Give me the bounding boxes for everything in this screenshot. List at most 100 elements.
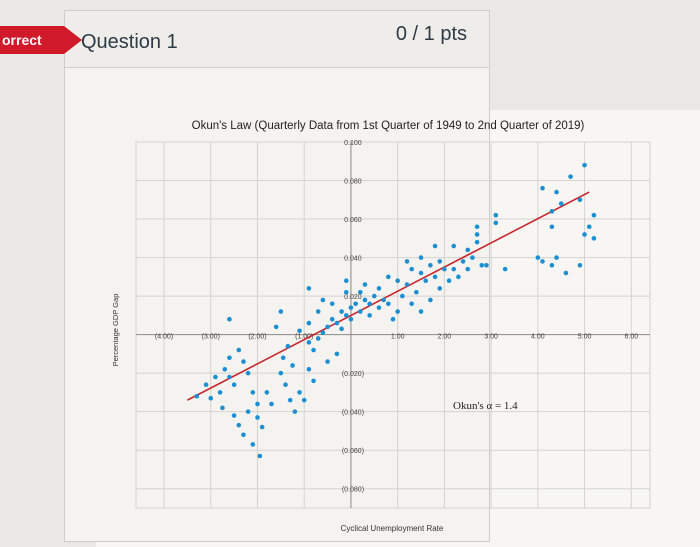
scatter-point — [287, 397, 293, 403]
scatter-point — [217, 390, 223, 395]
scatter-point — [577, 197, 583, 203]
okun-annotation: Okun's α = 1.4 — [453, 400, 518, 412]
scatter-point — [208, 395, 214, 401]
scatter-point — [386, 274, 391, 280]
scatter-point — [582, 232, 587, 237]
scatter-point — [203, 382, 209, 388]
y-tick-label: 0.060 — [344, 217, 362, 224]
scatter-point — [535, 255, 541, 260]
scatter-point — [470, 255, 475, 260]
scatter-point — [213, 374, 218, 380]
chart-axes — [136, 142, 650, 508]
incorrect-badge: orrect — [0, 26, 82, 54]
scatter-point — [236, 347, 242, 353]
scatter-point — [306, 367, 312, 372]
y-tick-label: (0.080) — [342, 487, 364, 494]
scatter-point — [386, 301, 391, 307]
plot-frame — [135, 141, 651, 509]
scatter-point — [297, 328, 302, 334]
scatter-point — [353, 301, 358, 307]
x-tick-label: (2.00) — [248, 334, 266, 341]
scatter-point — [241, 432, 246, 438]
scatter-point — [568, 174, 573, 179]
scatter-point — [554, 189, 559, 195]
scatter-point — [367, 313, 372, 318]
x-tick-label: 2.00 — [438, 334, 452, 341]
scatter-point — [549, 224, 555, 230]
scatter-point — [479, 262, 485, 268]
scatter-point — [306, 320, 312, 326]
scatter-point — [465, 247, 471, 253]
y-tick-label: 0.040 — [344, 256, 362, 263]
scatter-points — [194, 162, 597, 459]
scatter-point — [474, 239, 480, 245]
question-title: Question 1 — [81, 31, 178, 53]
scatter-point — [280, 355, 286, 361]
chart-title: Okun's Law (Quarterly Data from 1st Quar… — [192, 120, 585, 132]
scatter-point — [395, 309, 400, 314]
scatter-point — [290, 363, 295, 368]
scatter-point — [222, 367, 228, 372]
scatter-point — [456, 274, 461, 280]
scatter-point — [194, 393, 200, 399]
scatter-point — [325, 359, 330, 364]
scatter-point — [418, 255, 424, 260]
scatter-point — [432, 274, 438, 280]
scatter-point — [451, 266, 457, 272]
scatter-point — [236, 422, 242, 428]
scatter-point — [227, 355, 232, 361]
scatter-point — [362, 282, 368, 287]
scatter-point — [264, 390, 270, 395]
scatter-point — [390, 316, 396, 322]
question-card: Question 1 0 / 1 pts — [64, 10, 490, 542]
scatter-point — [250, 390, 256, 395]
scatter-point — [231, 382, 237, 388]
scatter-point — [474, 232, 480, 237]
scatter-point — [220, 405, 225, 411]
scatter-point — [540, 185, 545, 191]
scatter-point — [343, 289, 349, 295]
scatter-point — [484, 262, 489, 268]
scatter-point — [311, 347, 316, 353]
scatter-point — [376, 305, 382, 310]
scatter-point — [227, 316, 232, 322]
scatter-point — [442, 266, 447, 272]
scatter-point — [329, 301, 335, 307]
scatter-point — [250, 442, 256, 447]
scatter-point — [591, 236, 597, 241]
y-tick-label: 0.080 — [344, 179, 362, 186]
points-label: 0 / 1 pts — [395, 23, 467, 45]
scatter-point — [311, 378, 316, 384]
scatter-point — [372, 293, 377, 299]
y-tick-label: 0.100 — [344, 140, 362, 147]
scatter-point — [437, 259, 443, 264]
scatter-point — [259, 424, 265, 430]
scatter-point — [549, 262, 555, 268]
scatter-point — [306, 286, 312, 291]
scatter-point — [428, 262, 433, 268]
incorrect-badge-label: orrect — [2, 32, 42, 48]
scatter-point — [241, 359, 246, 364]
scatter-point — [348, 305, 354, 310]
scatter-point — [329, 316, 335, 322]
scatter-point — [414, 289, 419, 295]
scatter-point — [257, 453, 263, 459]
scatter-point — [418, 309, 424, 314]
scatter-point — [357, 309, 363, 314]
scatter-point — [297, 390, 302, 395]
x-tick-label: (3.00) — [202, 334, 220, 341]
trendline — [187, 191, 590, 401]
scatter-point — [278, 309, 284, 314]
scatter-point — [460, 259, 466, 264]
scatter-point — [376, 286, 382, 291]
chart-grid — [135, 141, 651, 509]
scatter-point — [423, 278, 429, 283]
scatter-point — [409, 266, 414, 272]
chart-tick-labels: (4.00) (3.00) (2.00) (1.00) 1.00 2.00 3.00 4.00… — [155, 140, 638, 494]
scatter-point — [428, 297, 433, 303]
scatter-point — [301, 397, 307, 403]
scatter-point — [343, 278, 349, 283]
scatter-point — [446, 278, 452, 283]
y-tick-label: (0.040) — [342, 410, 364, 417]
